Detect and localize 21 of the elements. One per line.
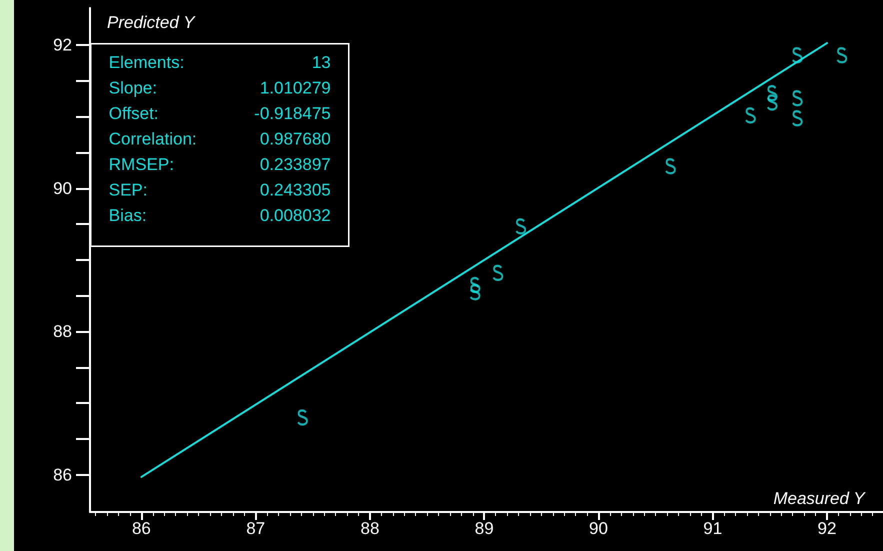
x-tick-label: 90 bbox=[589, 519, 608, 538]
y-tick-label: 86 bbox=[53, 465, 72, 484]
x-tick-label: 86 bbox=[132, 519, 151, 538]
text: Bias: 0.008032 bbox=[108, 206, 331, 225]
text: SEP: 0.243305 bbox=[108, 180, 331, 200]
x-tick-label: 87 bbox=[246, 519, 266, 538]
x-tick-label: 88 bbox=[360, 519, 380, 538]
y-axis-title: Predicted Y bbox=[107, 13, 196, 32]
text: Slope: 1.010279 bbox=[108, 78, 331, 98]
text: RMSEP: 0.233897 bbox=[108, 154, 331, 174]
x-tick-label: 92 bbox=[818, 519, 836, 538]
y-tick-label: 88 bbox=[53, 322, 72, 342]
point bbox=[766, 94, 778, 110]
text: Elements: 13 bbox=[108, 52, 331, 72]
text: Offset: -0.918475 bbox=[108, 104, 331, 123]
x-tick-label: 89 bbox=[474, 519, 494, 538]
y-tick-label: 92 bbox=[53, 36, 72, 55]
x-axis-title: Measured Y bbox=[773, 489, 866, 508]
text: Correlation: 0.987680 bbox=[108, 129, 331, 148]
x-tick-label: 91 bbox=[703, 519, 722, 538]
y-tick-label: 90 bbox=[53, 178, 72, 198]
